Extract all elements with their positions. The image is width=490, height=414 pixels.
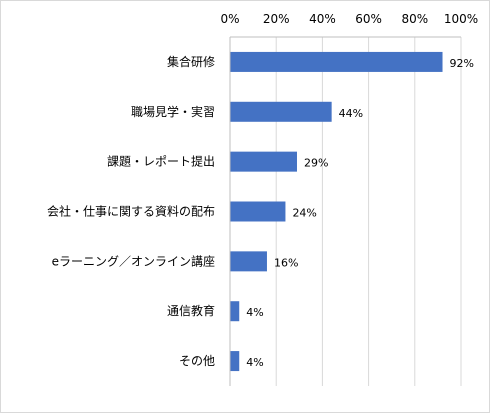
data-label: 4%	[246, 356, 263, 369]
category-label: 職場見学・実習	[131, 104, 215, 119]
x-tick-label: 80%	[401, 12, 428, 26]
bar	[230, 151, 297, 172]
bar	[230, 351, 240, 372]
x-tick-label: 40%	[309, 12, 336, 26]
bar	[230, 201, 286, 222]
category-label: その他	[179, 354, 215, 368]
data-label: 16%	[274, 256, 298, 269]
bar	[230, 251, 267, 272]
x-tick-label: 20%	[263, 12, 290, 26]
data-label: 4%	[246, 306, 263, 319]
data-label: 44%	[339, 107, 363, 120]
bar	[230, 51, 443, 72]
category-label: eラーニング／オンライン講座	[52, 253, 215, 268]
data-label: 24%	[292, 207, 316, 220]
x-tick-label: 100%	[444, 12, 478, 26]
bar	[230, 101, 332, 122]
data-label: 29%	[304, 157, 328, 170]
x-tick-label: 60%	[355, 12, 382, 26]
data-label: 92%	[450, 57, 474, 70]
bar	[230, 301, 240, 322]
category-label: 課題・レポート提出	[107, 154, 215, 169]
category-label: 会社・仕事に関する資料の配布	[47, 204, 215, 219]
category-label: 通信教育	[167, 303, 215, 318]
category-label: 集合研修	[167, 54, 215, 69]
x-tick-label: 0%	[220, 12, 239, 26]
